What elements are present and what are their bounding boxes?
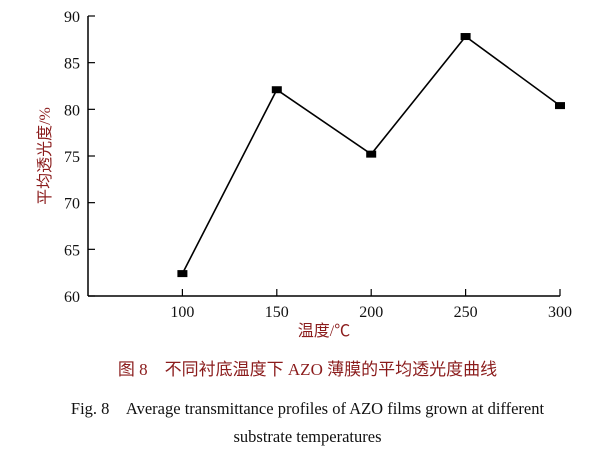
caption-english-line2: substrate temperatures	[233, 427, 382, 446]
x-tick-label: 250	[454, 304, 478, 321]
caption-chinese: 图 8 不同衬底温度下 AZO 薄膜的平均透光度曲线	[117, 360, 498, 379]
data-point-marker	[177, 270, 188, 278]
data-point-marker	[366, 150, 377, 158]
data-point-marker	[460, 33, 471, 41]
y-tick-label: 80	[64, 102, 80, 119]
x-tick-label: 200	[359, 304, 383, 321]
data-point-marker	[555, 102, 565, 110]
y-tick-label: 70	[64, 196, 80, 213]
caption-english-line1: Fig. 8 Average transmittance profiles of…	[70, 399, 545, 418]
x-tick-label: 100	[170, 304, 194, 321]
y-tick-label: 60	[64, 289, 80, 306]
data-point-marker	[271, 86, 282, 94]
x-axis-label: 温度/℃	[298, 322, 350, 340]
y-axis-label: 平均透光度/%	[36, 107, 54, 205]
y-tick-label: 75	[64, 149, 80, 166]
y-tick-label: 90	[64, 9, 80, 26]
x-tick-label: 150	[265, 304, 289, 321]
x-tick-label: 300	[548, 304, 572, 321]
y-tick-label: 85	[64, 56, 80, 73]
y-tick-label: 65	[64, 242, 80, 259]
